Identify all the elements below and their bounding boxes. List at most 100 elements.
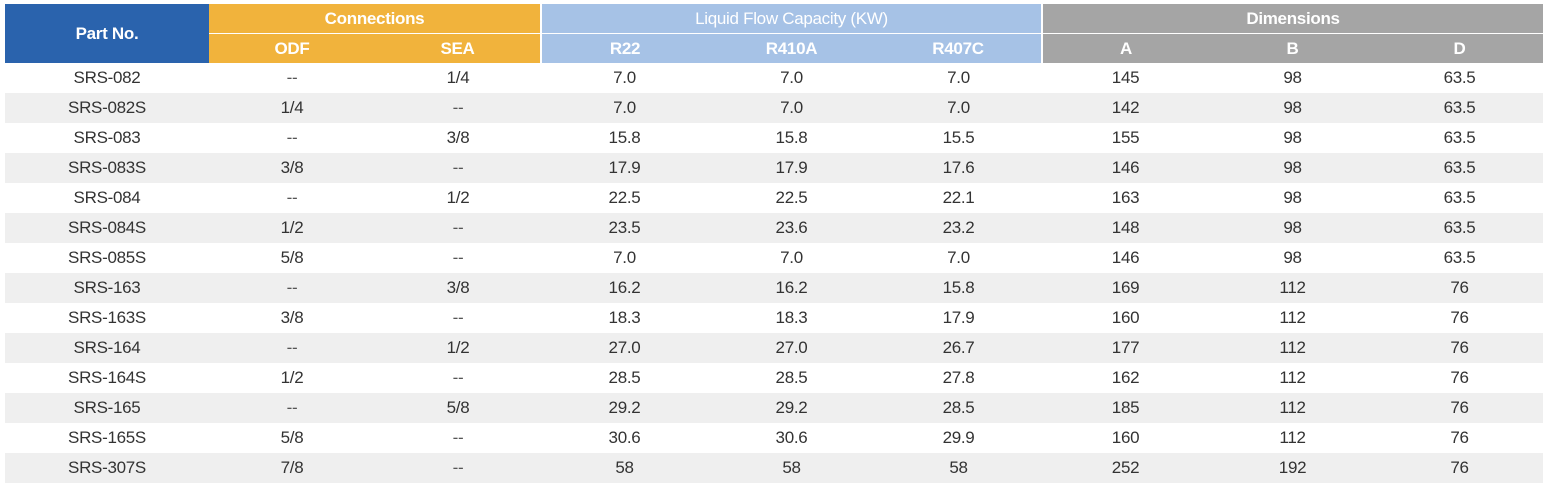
part-no-cell: SRS-163 [5,273,209,303]
table-row: SRS-083S 3/8 -- 17.9 17.9 17.6 146 98 63.5 [5,153,1544,183]
dim-a-header: A [1041,33,1210,63]
dim-b-cell: 98 [1283,248,1302,267]
dim-d-cell: 76 [1376,393,1544,423]
r410a-cell: 18.3 [775,308,808,327]
odf-cell: 1/4 [209,93,375,123]
dim-b-cell: 112 [1209,273,1377,303]
r22-cell: 58 [541,453,708,483]
dim-d-cell: 63.5 [1376,213,1544,243]
part-no-cell: SRS-083 [73,128,141,147]
r410a-cell: 17.9 [708,153,875,183]
r407c-cell: 27.8 [942,368,975,387]
r410a-cell: 30.6 [775,428,808,447]
dim-b-cell: 98 [1209,153,1377,183]
r22-cell: 29.2 [541,393,708,423]
part-no-cell: SRS-084S [5,213,209,243]
r22-cell: 7.0 [613,248,636,267]
dim-a-cell: 169 [1042,273,1210,303]
r407c-cell: 7.0 [947,248,970,267]
dim-a-cell: 146 [1042,153,1210,183]
r407c-cell: 28.5 [875,393,1043,423]
part-no-cell: SRS-084 [73,188,141,207]
table-row: SRS-082S 1/4 -- 7.0 7.0 7.0 142 98 63.5 [5,93,1544,123]
part-no-cell: SRS-083S [5,153,209,183]
dim-b-cell: 112 [1279,308,1306,327]
odf-cell: -- [209,393,375,423]
odf-cell: 5/8 [280,248,304,267]
dim-a-cell: 162 [1111,368,1140,387]
dim-d-cell: 76 [1376,453,1544,483]
odf-cell: 1/2 [280,368,304,387]
dim-d-cell: 63.5 [1376,93,1544,123]
table-row: SRS-165 -- 5/8 29.2 29.2 28.5 185 112 76 [5,393,1544,423]
table-row: SRS-163S 3/8 -- 18.3 18.3 17.9 160 112 76 [5,303,1543,333]
dim-a-cell: 155 [1111,128,1140,147]
dim-d-cell: 63.5 [1376,153,1544,183]
sea-header: SEA [375,33,541,63]
dim-a-cell: 160 [1111,308,1140,327]
r410a-cell: 7.0 [708,93,875,123]
dim-a-cell: 145 [1111,68,1140,87]
sea-cell: 1/2 [375,333,541,363]
r22-cell: 15.8 [608,128,641,147]
r22-cell: 27.0 [541,333,708,363]
r410a-cell: 28.5 [775,368,808,387]
dim-d-cell: 76 [1450,368,1469,387]
r407c-cell: 22.1 [942,188,975,207]
dim-d-header: D [1376,33,1544,63]
dim-a-cell: 142 [1042,93,1210,123]
part-no-cell: SRS-082 [73,68,141,87]
dim-b-cell: 98 [1283,188,1302,207]
dim-b-cell: 98 [1209,213,1377,243]
dim-a-cell: 185 [1042,393,1210,423]
dim-a-cell: 146 [1111,248,1140,267]
part-no-cell: SRS-082S [5,93,209,123]
r22-cell: 18.3 [608,308,641,327]
sea-cell: 1/2 [446,188,470,207]
r407c-cell: 23.2 [875,213,1043,243]
dim-b-cell: 98 [1283,68,1302,87]
dim-d-cell: 63.5 [1443,68,1476,87]
sea-cell: 1/4 [446,68,470,87]
odf-header: ODF [209,33,375,63]
dim-a-cell: 148 [1042,213,1210,243]
r410a-cell: 7.0 [780,68,803,87]
odf-cell: 5/8 [280,428,304,447]
dim-b-cell: 98 [1209,93,1377,123]
part-no-cell: SRS-164 [5,333,209,363]
dim-a-cell: 252 [1042,453,1210,483]
r410a-cell: 7.0 [780,248,803,267]
r410a-cell: 27.0 [708,333,875,363]
odf-cell: -- [286,188,298,207]
table-row: SRS-084 -- 1/2 22.5 22.5 22.1 163 98 63.5 [5,183,1543,213]
table-row: SRS-165S 5/8 -- 30.6 30.6 29.9 160 112 76 [5,423,1543,453]
r22-cell: 7.0 [613,68,636,87]
sea-cell: 3/8 [446,128,470,147]
r410a-cell: 16.2 [708,273,875,303]
r410a-cell: 15.8 [775,128,808,147]
dim-b-cell: 112 [1279,428,1306,447]
sea-cell: -- [375,153,541,183]
dim-d-cell: 76 [1450,428,1469,447]
odf-cell: -- [209,333,375,363]
r410a-cell: 22.5 [775,188,808,207]
table-row: SRS-085S 5/8 -- 7.0 7.0 7.0 146 98 63.5 [5,243,1543,273]
dim-d-cell: 76 [1450,308,1469,327]
part-no-cell: SRS-165S [68,428,146,447]
r22-cell: 16.2 [541,273,708,303]
r410a-cell: 58 [708,453,875,483]
table-row: SRS-083 -- 3/8 15.8 15.8 15.5 155 98 63.5 [5,123,1543,153]
sea-cell: -- [452,248,464,267]
r407c-cell: 17.9 [942,308,975,327]
sea-cell: 3/8 [375,273,541,303]
r407c-cell: 15.8 [875,273,1043,303]
r22-cell: 28.5 [608,368,641,387]
dim-a-cell: 160 [1111,428,1140,447]
sea-cell: -- [452,308,464,327]
spec-table: Part No. Connections Liquid Flow Capacit… [5,4,1544,483]
table-row: SRS-164 -- 1/2 27.0 27.0 26.7 177 112 76 [5,333,1544,363]
part-no-cell: SRS-164S [68,368,146,387]
odf-cell: -- [209,273,375,303]
sea-cell: -- [375,453,541,483]
odf-cell: -- [286,68,298,87]
